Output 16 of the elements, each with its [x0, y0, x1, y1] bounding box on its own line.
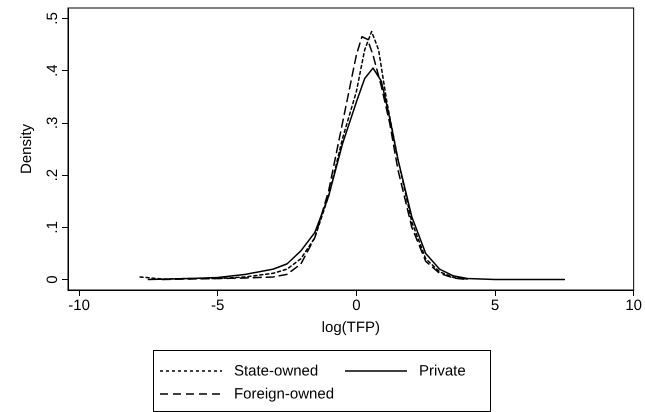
x-tick-label: 0: [352, 297, 361, 314]
x-tick-label: 5: [490, 297, 500, 314]
x-tick-label: 10: [625, 297, 642, 314]
x-tick-label: -5: [211, 297, 224, 314]
x-tick-label: -10: [68, 297, 90, 314]
y-axis-title: Density: [18, 124, 35, 174]
y-tick-label: .5: [44, 12, 61, 25]
legend-label: State-owned: [234, 362, 318, 380]
y-tick-label: .4: [44, 64, 61, 77]
legend-label: Foreign-owned: [234, 386, 334, 402]
y-tick-label: .1: [44, 221, 61, 234]
x-axis-title: log(TFP): [322, 319, 380, 336]
legend-label: Private: [419, 362, 466, 380]
y-tick-label: 0: [44, 275, 61, 284]
y-tick-label: .3: [44, 116, 61, 130]
y-tick-label: .2: [44, 168, 61, 182]
